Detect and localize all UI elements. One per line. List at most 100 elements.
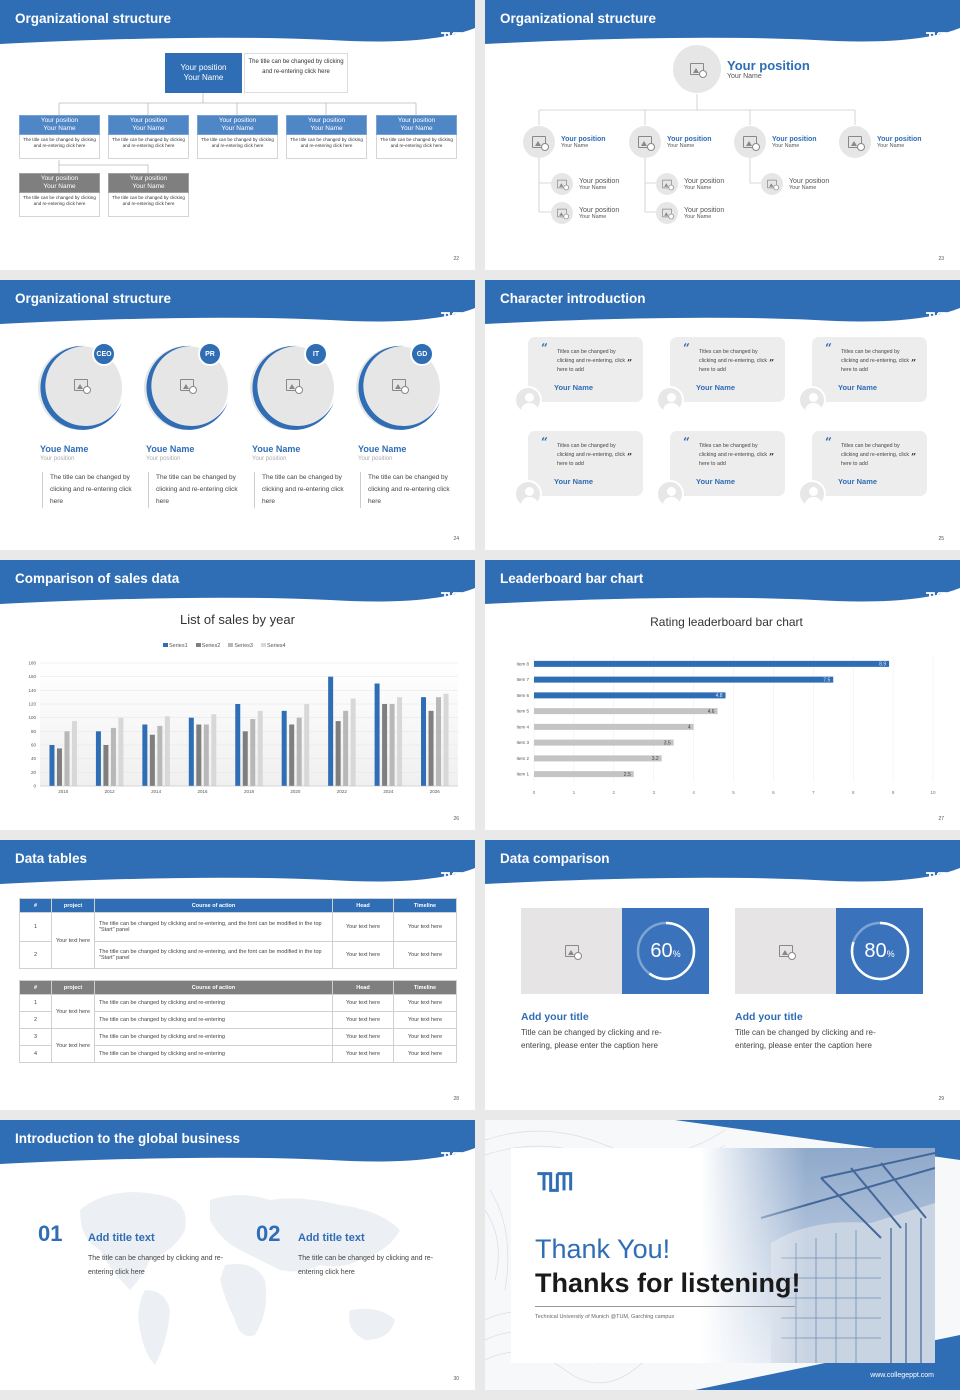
comparison-desc: Title can be changed by clicking and re-… xyxy=(521,1028,662,1050)
bar xyxy=(257,710,263,786)
org-box[interactable]: Your position Your Name The title can be … xyxy=(197,115,278,159)
x-tick-label: 4 xyxy=(692,790,695,795)
org-person[interactable]: Your position Your Name xyxy=(551,173,619,195)
member-card[interactable]: CEO Youe Name Your position The title ca… xyxy=(34,342,134,517)
y-tick-label: 20 xyxy=(31,770,37,775)
x-tick-label: 9 xyxy=(892,790,895,795)
org-person[interactable]: Your position Your Name xyxy=(523,126,606,158)
badge: PR xyxy=(198,342,222,366)
slide-sales-comparison[interactable]: Comparison of sales data List of sales b… xyxy=(0,560,475,830)
bar xyxy=(157,725,163,786)
world-map-icon xyxy=(80,1192,400,1365)
leaderboard-bar-chart: 0 1 2 3 4 5 6 7 8 9 10 Item 8 8.9 Item 7 7.5 Item 6 4.8 I… xyxy=(516,656,936,795)
page-number: 28 xyxy=(453,1096,459,1102)
quote-close-icon: ” xyxy=(627,453,633,463)
bar xyxy=(534,723,694,730)
sales-bar-chart: 0 20 40 60 80 100 120 140 160 180 2010 2012 2014 2016… xyxy=(28,661,458,794)
image-placeholder-icon xyxy=(848,136,865,151)
org-top-box[interactable]: Your position Your Name xyxy=(165,53,242,93)
table-header: Head xyxy=(332,898,394,913)
bar xyxy=(289,724,295,786)
testimonial-card[interactable]: “” Titles can be changed by clicking and… xyxy=(514,431,643,508)
slide-global-business[interactable]: Introduction to the global business 01 A… xyxy=(0,1120,475,1390)
org-person[interactable]: Your position Your Name xyxy=(839,126,922,158)
bar xyxy=(211,714,217,786)
org-box[interactable]: Your position Your Name The title can be … xyxy=(376,115,457,159)
org-box[interactable]: Your position Your Name The title can be … xyxy=(108,115,189,159)
x-tick-label: 5 xyxy=(732,790,735,795)
bar xyxy=(296,717,302,786)
org-box[interactable]: Your position Your Name The title can be … xyxy=(286,115,367,159)
testimonial-card[interactable]: “” Titles can be changed by clicking and… xyxy=(798,337,927,414)
y-tick-label: 60 xyxy=(31,743,37,748)
slide-character-intro[interactable]: Character introduction “” Titles can be … xyxy=(485,280,960,550)
member-card[interactable]: GD Youe Name Your position The title can… xyxy=(352,342,452,517)
org-connectors xyxy=(58,93,417,173)
avatar-icon xyxy=(656,386,684,414)
table-row: 2 The title can be changed by clicking a… xyxy=(19,941,457,969)
avatar-icon xyxy=(514,386,542,414)
table-header: project xyxy=(51,898,95,913)
table-header: Course of action xyxy=(94,898,333,913)
bar xyxy=(103,745,109,786)
x-tick-label: 2026 xyxy=(430,789,441,794)
table-row: 1 Your text here The title can be change… xyxy=(19,994,457,1029)
badge: GD xyxy=(410,342,434,366)
org-person[interactable]: Your position Your Name xyxy=(656,202,724,224)
org-person[interactable]: Your position Your Name xyxy=(761,173,829,195)
org-person[interactable]: Your position Your Name xyxy=(551,202,619,224)
org-person[interactable]: Your position Your Name xyxy=(629,126,712,158)
comparison-block[interactable]: 80% xyxy=(735,908,923,994)
item-title: Add title text xyxy=(298,1232,365,1244)
legend-item: Series3 xyxy=(228,643,253,649)
progress-ring xyxy=(636,921,696,981)
testimonial-card[interactable]: “” Titles can be changed by clicking and… xyxy=(798,431,927,508)
slide-header xyxy=(0,1120,475,1166)
image-placeholder-icon xyxy=(778,945,796,960)
website-link[interactable]: www.collegeppt.com xyxy=(870,1372,934,1379)
quote-open-icon: “ xyxy=(825,435,832,449)
avatar xyxy=(734,126,766,158)
table-row: 3 Your text here The title can be change… xyxy=(19,1028,457,1063)
bar xyxy=(534,771,634,778)
org-person[interactable]: Your position Your Name xyxy=(656,173,724,195)
testimonial-card[interactable]: “” Titles can be changed by clicking and… xyxy=(656,431,785,508)
slide-title: Comparison of sales data xyxy=(15,571,180,586)
bar xyxy=(382,704,388,786)
member-card[interactable]: IT Youe Name Your position The title can… xyxy=(246,342,346,517)
testimonial-card[interactable]: “” Titles can be changed by clicking and… xyxy=(656,337,785,414)
y-tick-label: 140 xyxy=(28,688,36,693)
data-label: 7.5 xyxy=(823,677,830,683)
slide-data-tables[interactable]: Data tables # project Course of action H… xyxy=(0,840,475,1110)
slide-leaderboard[interactable]: Leaderboard bar chart Rating leaderboard… xyxy=(485,560,960,830)
x-tick-label: 6 xyxy=(772,790,775,795)
org-box[interactable]: Your position Your Name The title can be … xyxy=(108,173,189,217)
x-tick-label: 2022 xyxy=(337,789,348,794)
tum-logo-icon xyxy=(926,32,947,44)
org-box[interactable]: Your position Your Name The title can be … xyxy=(19,115,100,159)
slide-title: Data tables xyxy=(15,851,88,866)
tum-logo-icon xyxy=(441,32,462,44)
slide-thank-you[interactable]: Thank You! Thanks for listening! Technic… xyxy=(485,1120,960,1390)
slide-org-structure-2[interactable]: Organizational structure Your position Yo… xyxy=(485,0,960,270)
image-placeholder-icon xyxy=(180,379,197,394)
tum-logo-icon xyxy=(537,1172,573,1192)
org-box[interactable]: Your position Your Name The title can be … xyxy=(19,173,100,217)
data-label: 3.2 xyxy=(652,756,659,762)
slide-org-structure-1[interactable]: Organizational structure Your position Y… xyxy=(0,0,475,270)
y-tick-label: 180 xyxy=(28,661,36,666)
org-top-person[interactable]: Your position Your Name xyxy=(673,45,810,93)
avatar xyxy=(551,202,573,224)
bar xyxy=(343,710,349,786)
quote-open-icon: “ xyxy=(541,341,548,355)
avatar xyxy=(761,173,783,195)
slide-org-structure-3[interactable]: Organizational structure CEO Youe Name Y… xyxy=(0,280,475,550)
bar xyxy=(71,721,77,786)
member-card[interactable]: PR Youe Name Your position The title can… xyxy=(140,342,240,517)
avatar xyxy=(656,202,678,224)
org-person[interactable]: Your position Your Name xyxy=(734,126,817,158)
y-tick-label: Item 6 xyxy=(516,693,529,698)
testimonial-card[interactable]: “” Titles can be changed by clicking and… xyxy=(514,337,643,414)
comparison-block[interactable]: 60% xyxy=(521,908,709,994)
bar xyxy=(534,755,662,762)
